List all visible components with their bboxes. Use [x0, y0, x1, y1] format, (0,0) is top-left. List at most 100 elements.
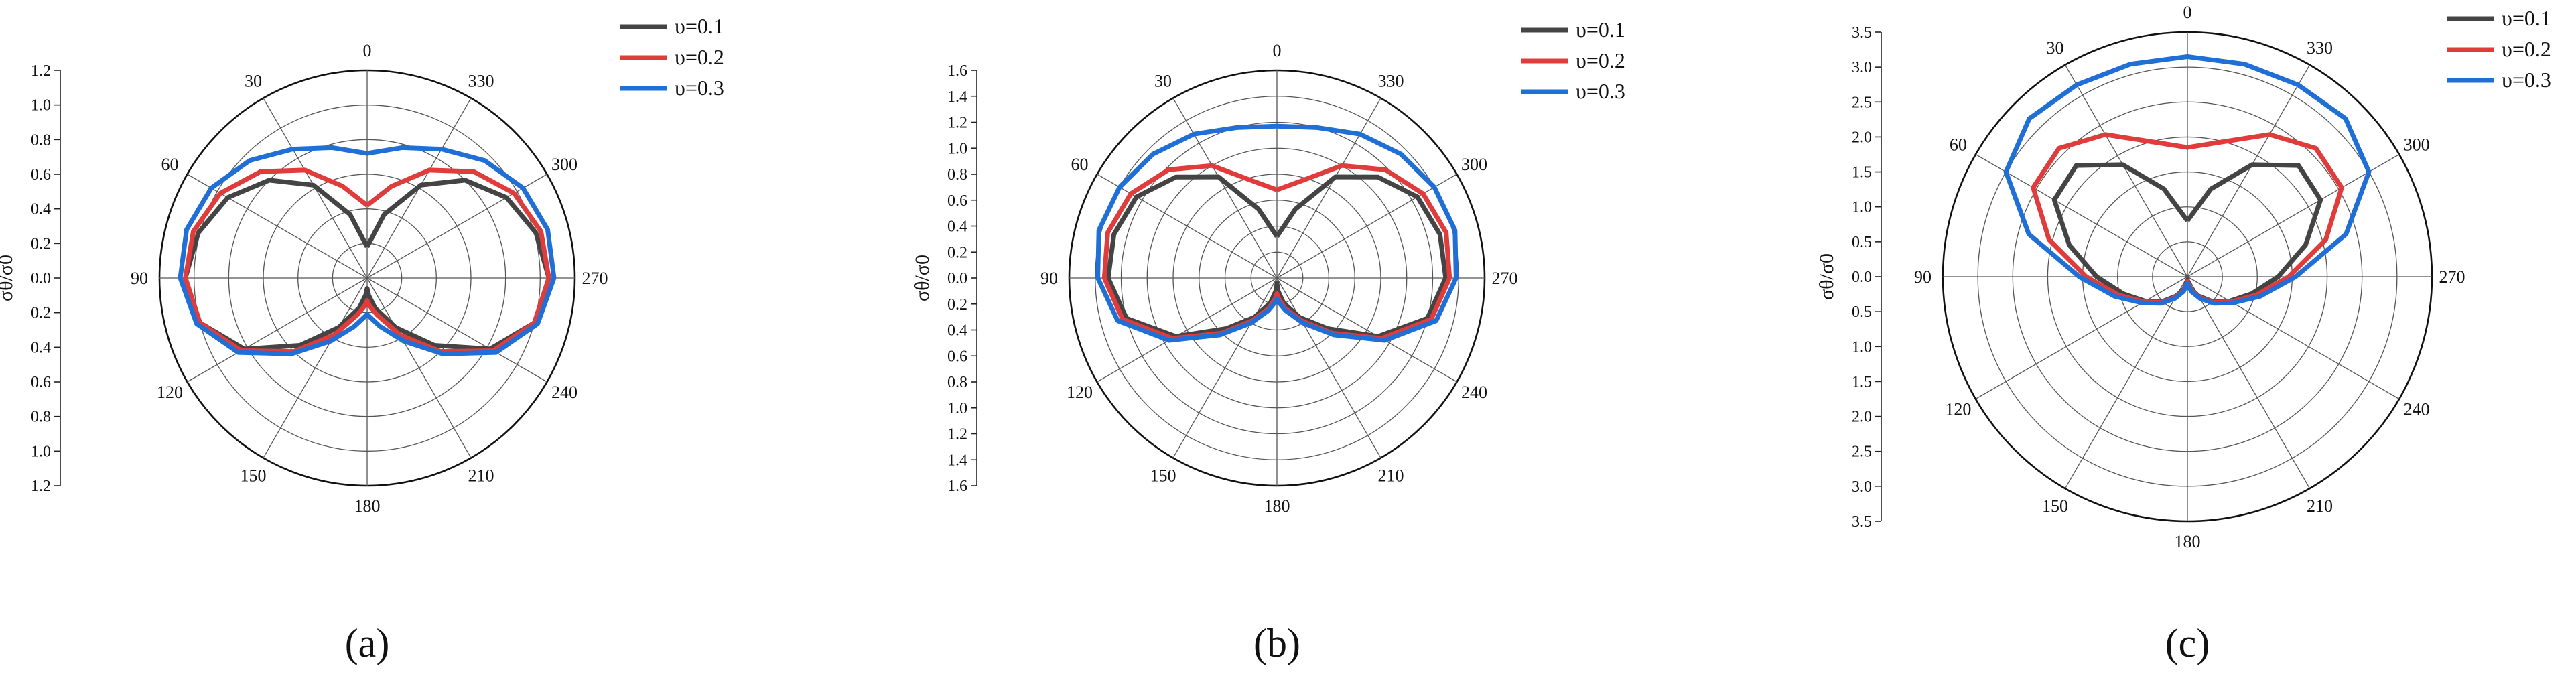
- radial-tick-label: 0.5: [1852, 303, 1872, 321]
- radial-tick-label: 2.0: [1852, 409, 1872, 426]
- radial-tick-label: 0.2: [31, 235, 51, 253]
- angle-label: 180: [1264, 496, 1290, 516]
- angle-label: 210: [1378, 466, 1404, 485]
- angle-label: 120: [1067, 383, 1093, 402]
- angle-label: 30: [2047, 38, 2064, 58]
- grid-spoke: [2187, 276, 2311, 489]
- angle-label: 180: [2175, 532, 2201, 551]
- radial-tick-label: 0.4: [31, 201, 51, 218]
- grid-spoke: [187, 174, 368, 279]
- radial-tick-label: 1.0: [31, 97, 51, 115]
- panel-label: (a): [345, 621, 390, 665]
- radial-tick-label: 0.6: [31, 374, 51, 391]
- angle-label: 0: [363, 41, 372, 60]
- legend-label: υ=0.2: [2502, 37, 2551, 61]
- radial-tick-label: 1.5: [1852, 164, 1872, 182]
- series-line-3: [178, 145, 557, 356]
- radial-tick-label: 0.6: [947, 192, 967, 210]
- radial-tick-label: 2.5: [1852, 94, 1872, 111]
- grid-spoke: [1172, 98, 1278, 279]
- radial-tick-label: 1.0: [1852, 199, 1872, 216]
- grid-spoke: [1276, 277, 1381, 458]
- angle-label: 330: [2307, 38, 2333, 58]
- angle-label: 90: [1914, 267, 1931, 287]
- radial-tick-label: 1.2: [31, 62, 51, 80]
- grid-spoke: [1975, 276, 2188, 400]
- grid-spoke: [2187, 276, 2400, 400]
- legend-label: υ=0.1: [2502, 6, 2551, 30]
- radial-tick-label: 0.8: [947, 374, 967, 391]
- series-line-3: [1095, 123, 1459, 343]
- angle-label: 90: [1040, 269, 1058, 288]
- radial-tick-label: 0.8: [31, 131, 51, 149]
- angle-label: 240: [2404, 400, 2430, 419]
- grid-spoke: [1172, 277, 1278, 458]
- legend-label: υ=0.1: [675, 14, 724, 38]
- radial-tick-label: 1.0: [1852, 338, 1872, 356]
- radial-tick-label: 1.0: [947, 400, 967, 417]
- angle-label: 60: [1950, 135, 1967, 155]
- angle-label: 120: [1945, 400, 1971, 419]
- radial-tick-label: 1.6: [947, 62, 967, 80]
- radial-tick-label: 0.0: [1852, 269, 1872, 286]
- grid-spoke: [263, 277, 368, 458]
- angle-label: 240: [1461, 383, 1487, 402]
- radial-tick-label: 0.4: [31, 339, 51, 356]
- legend-label: υ=0.1: [1576, 17, 1625, 42]
- polar-panel-2: 0 30 60 90 120 150 180 210 240 270 300 330 0.0 0.2 0.2…: [911, 17, 1625, 665]
- radial-tick-label: 1.2: [31, 478, 51, 495]
- radial-tick-label: 0.2: [947, 296, 967, 314]
- series-line-1: [1105, 174, 1448, 339]
- grid-spoke: [1975, 153, 2188, 277]
- y-axis-label: σθ/σ0: [1816, 253, 1838, 300]
- grid-spoke: [366, 277, 472, 458]
- angle-label: 270: [2439, 267, 2465, 287]
- angle-label: 240: [551, 383, 578, 402]
- radial-tick-label: 1.4: [947, 452, 967, 469]
- radial-tick-label: 0.0: [947, 270, 967, 287]
- radial-tick-label: 0.8: [947, 166, 967, 184]
- radial-tick-label: 1.0: [947, 140, 967, 157]
- angle-label: 0: [2183, 3, 2192, 22]
- angle-label: 150: [2042, 496, 2068, 516]
- grid-spoke: [1276, 98, 1381, 279]
- grid-spoke: [366, 174, 547, 279]
- radial-tick-label: 2.5: [1852, 443, 1872, 461]
- panel-label: (c): [2165, 621, 2210, 665]
- angle-label: 150: [1150, 466, 1176, 485]
- angle-label: 30: [245, 72, 262, 91]
- radial-tick-label: 2.0: [1852, 129, 1872, 146]
- angle-label: 300: [551, 155, 578, 174]
- angle-label: 180: [354, 496, 381, 516]
- legend-label: υ=0.3: [1576, 79, 1625, 103]
- angle-label: 90: [131, 269, 148, 288]
- y-axis-label: σθ/σ0: [911, 255, 933, 301]
- radial-tick-label: 1.2: [947, 426, 967, 443]
- radial-tick-label: 0.4: [947, 218, 967, 236]
- grid-spoke: [1276, 174, 1457, 279]
- radial-tick-label: 0.4: [947, 322, 967, 340]
- grid-spoke: [2064, 64, 2188, 277]
- angle-label: 210: [2307, 496, 2333, 516]
- angle-label: 270: [582, 269, 608, 288]
- grid-spoke: [2187, 153, 2400, 277]
- radial-tick-label: 0.5: [1852, 234, 1872, 251]
- angle-label: 0: [1273, 41, 1282, 60]
- radial-tick-label: 0.6: [31, 166, 51, 184]
- radial-tick-label: 3.5: [1852, 24, 1872, 42]
- legend-label: υ=0.2: [675, 45, 724, 69]
- angle-label: 270: [1492, 269, 1518, 288]
- radial-tick-label: 3.5: [1852, 513, 1872, 531]
- panel-label: (b): [1253, 621, 1300, 665]
- radial-tick-label: 3.0: [1852, 478, 1872, 496]
- angle-label: 300: [2404, 135, 2430, 155]
- angle-label: 60: [1071, 155, 1089, 174]
- radial-tick-label: 0.2: [947, 244, 967, 261]
- legend-label: υ=0.3: [2502, 68, 2551, 92]
- angle-label: 150: [241, 466, 267, 485]
- series-line-1: [183, 178, 551, 352]
- angle-label: 30: [1154, 72, 1172, 91]
- legend-label: υ=0.2: [1576, 48, 1625, 72]
- angle-label: 300: [1461, 155, 1487, 174]
